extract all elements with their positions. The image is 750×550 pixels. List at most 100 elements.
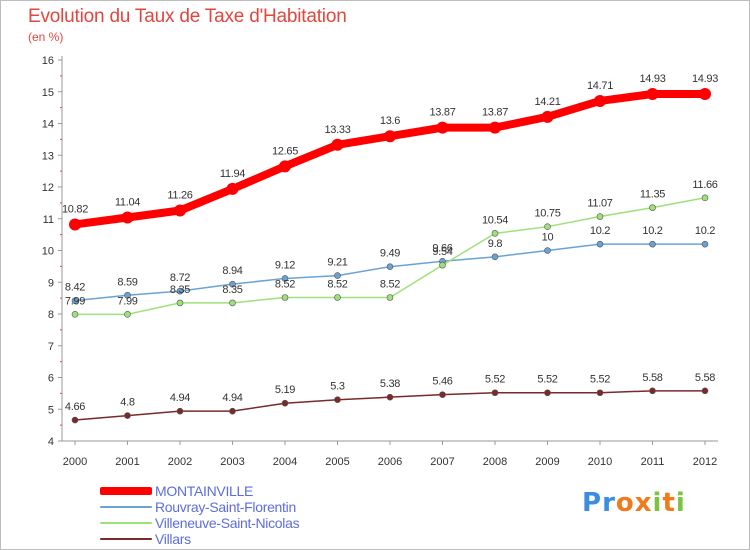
- logo-letter: x: [634, 488, 653, 518]
- data-label: 8.52: [327, 278, 347, 290]
- data-label: 5.38: [380, 378, 400, 390]
- legend-swatch: [100, 487, 152, 495]
- data-point: [596, 389, 604, 397]
- data-label: 8.94: [222, 265, 242, 277]
- y-tick-label: 9: [48, 277, 54, 289]
- data-point: [436, 121, 449, 134]
- series-rouvray-saint-florentin: 8.42 8.59 8.72 8.94 9.12 9.21 9.49 9.66 9.8 10 10.…: [65, 225, 716, 304]
- legend-label: Villars: [155, 531, 191, 547]
- data-label: 5.58: [642, 372, 662, 384]
- data-label: 11.35: [640, 189, 665, 201]
- data-point: [544, 247, 551, 254]
- data-point: [439, 261, 446, 269]
- data-point: [331, 138, 344, 151]
- y-tick-label: 10: [42, 246, 54, 258]
- data-point: [334, 272, 341, 279]
- series-villeneuve-saint-nicolas: 7.99 7.99 8.35 8.35 8.52 8.52 8.52 9.54 10.54 10.…: [65, 179, 718, 318]
- data-label: 9.12: [275, 259, 295, 271]
- series-layer: 4.66 4.8 4.94 4.94 5.19 5.3 5.38 5.46 5.52 5.52 5.…: [62, 73, 718, 424]
- data-point: [386, 263, 394, 270]
- data-label: 13.87: [482, 107, 508, 119]
- data-label: 11.66: [692, 179, 717, 191]
- data-label: 11.26: [167, 189, 192, 201]
- data-label: 4.66: [65, 401, 85, 413]
- chart-unit: (en %): [28, 30, 64, 44]
- data-label: 5.52: [485, 374, 505, 386]
- data-label: 11.94: [220, 168, 245, 180]
- data-label: 8.42: [65, 282, 85, 294]
- data-point: [541, 110, 554, 123]
- x-tick-label: 2006: [378, 456, 402, 468]
- data-point: [489, 121, 501, 134]
- x-tick-label: 2010: [588, 456, 612, 468]
- data-point: [701, 240, 709, 248]
- legend-swatch: [100, 538, 152, 540]
- data-label: 4.94: [222, 392, 242, 404]
- x-tick-label: 2009: [535, 456, 559, 468]
- data-label: 5.58: [695, 372, 715, 384]
- data-point: [71, 311, 79, 318]
- data-label: 7.99: [65, 295, 85, 307]
- data-label: 11.04: [115, 196, 140, 208]
- y-tick-label: 13: [42, 150, 54, 162]
- data-label: 8.52: [275, 278, 295, 290]
- x-tick-label: 2004: [273, 456, 297, 468]
- data-point: [386, 393, 394, 401]
- axes: 4 5 6 7 8 9 10 11 12 13 14 15 16 2000 2001 2002 2003 2004…: [42, 55, 718, 468]
- legend-label: MONTAINVILLE: [155, 483, 254, 499]
- data-point: [646, 87, 659, 100]
- data-label: 10.82: [62, 203, 88, 215]
- legend-label: Rouvray-Saint-Florentin: [155, 499, 296, 515]
- data-label: 10.2: [590, 225, 610, 237]
- data-point: [491, 253, 499, 261]
- data-point: [384, 130, 396, 143]
- data-point: [491, 230, 499, 237]
- data-point: [124, 291, 131, 299]
- y-tick-label: 15: [42, 87, 54, 99]
- data-label: 8.72: [170, 272, 190, 284]
- y-tick-label: 7: [48, 341, 54, 353]
- data-point: [69, 218, 81, 231]
- data-label: 7.99: [117, 295, 137, 307]
- data-point: [176, 287, 184, 295]
- logo-letter: i: [675, 488, 686, 518]
- data-point: [699, 87, 711, 100]
- data-point: [174, 204, 186, 217]
- data-label: 4.94: [170, 392, 190, 404]
- data-point: [229, 280, 236, 288]
- data-label: 8.35: [222, 284, 242, 296]
- logo-letter: r: [602, 488, 616, 518]
- data-label: 9.54: [432, 246, 452, 258]
- data-label: 14.93: [692, 73, 718, 85]
- data-label: 8.52: [380, 278, 400, 290]
- data-point: [226, 182, 239, 195]
- logo-letter: o: [615, 488, 635, 518]
- data-label: 5.19: [275, 384, 295, 396]
- data-point: [229, 299, 236, 307]
- x-tick-label: 2007: [430, 456, 454, 468]
- x-tick-label: 2001: [115, 456, 139, 468]
- proxiti-logo: Proxiti: [582, 488, 686, 518]
- data-label: 4.8: [120, 397, 135, 409]
- data-label: 8.59: [117, 276, 137, 288]
- x-tick-label: 2012: [693, 456, 717, 468]
- data-point: [281, 294, 289, 301]
- data-point: [701, 387, 709, 395]
- logo-letter: t: [662, 488, 676, 518]
- data-point: [439, 391, 446, 398]
- logo-letter: P: [582, 488, 603, 518]
- data-point: [701, 194, 709, 202]
- data-point: [594, 94, 606, 107]
- x-tick-label: 2002: [168, 456, 192, 468]
- series-villars: 4.66 4.8 4.94 4.94 5.19 5.3 5.38 5.46 5.52 5.52 5.…: [65, 372, 716, 424]
- data-point: [386, 294, 394, 301]
- data-point: [596, 213, 604, 220]
- y-tick-label: 8: [48, 309, 54, 321]
- legend-label: Villeneuve-Saint-Nicolas: [155, 515, 300, 531]
- data-point: [334, 294, 341, 301]
- data-label: 9.21: [327, 257, 347, 269]
- data-label: 14.71: [587, 80, 613, 92]
- data-point: [649, 240, 656, 248]
- chart-title: Evolution du Taux de Taxe d'Habitation: [28, 6, 347, 27]
- data-point: [596, 240, 604, 248]
